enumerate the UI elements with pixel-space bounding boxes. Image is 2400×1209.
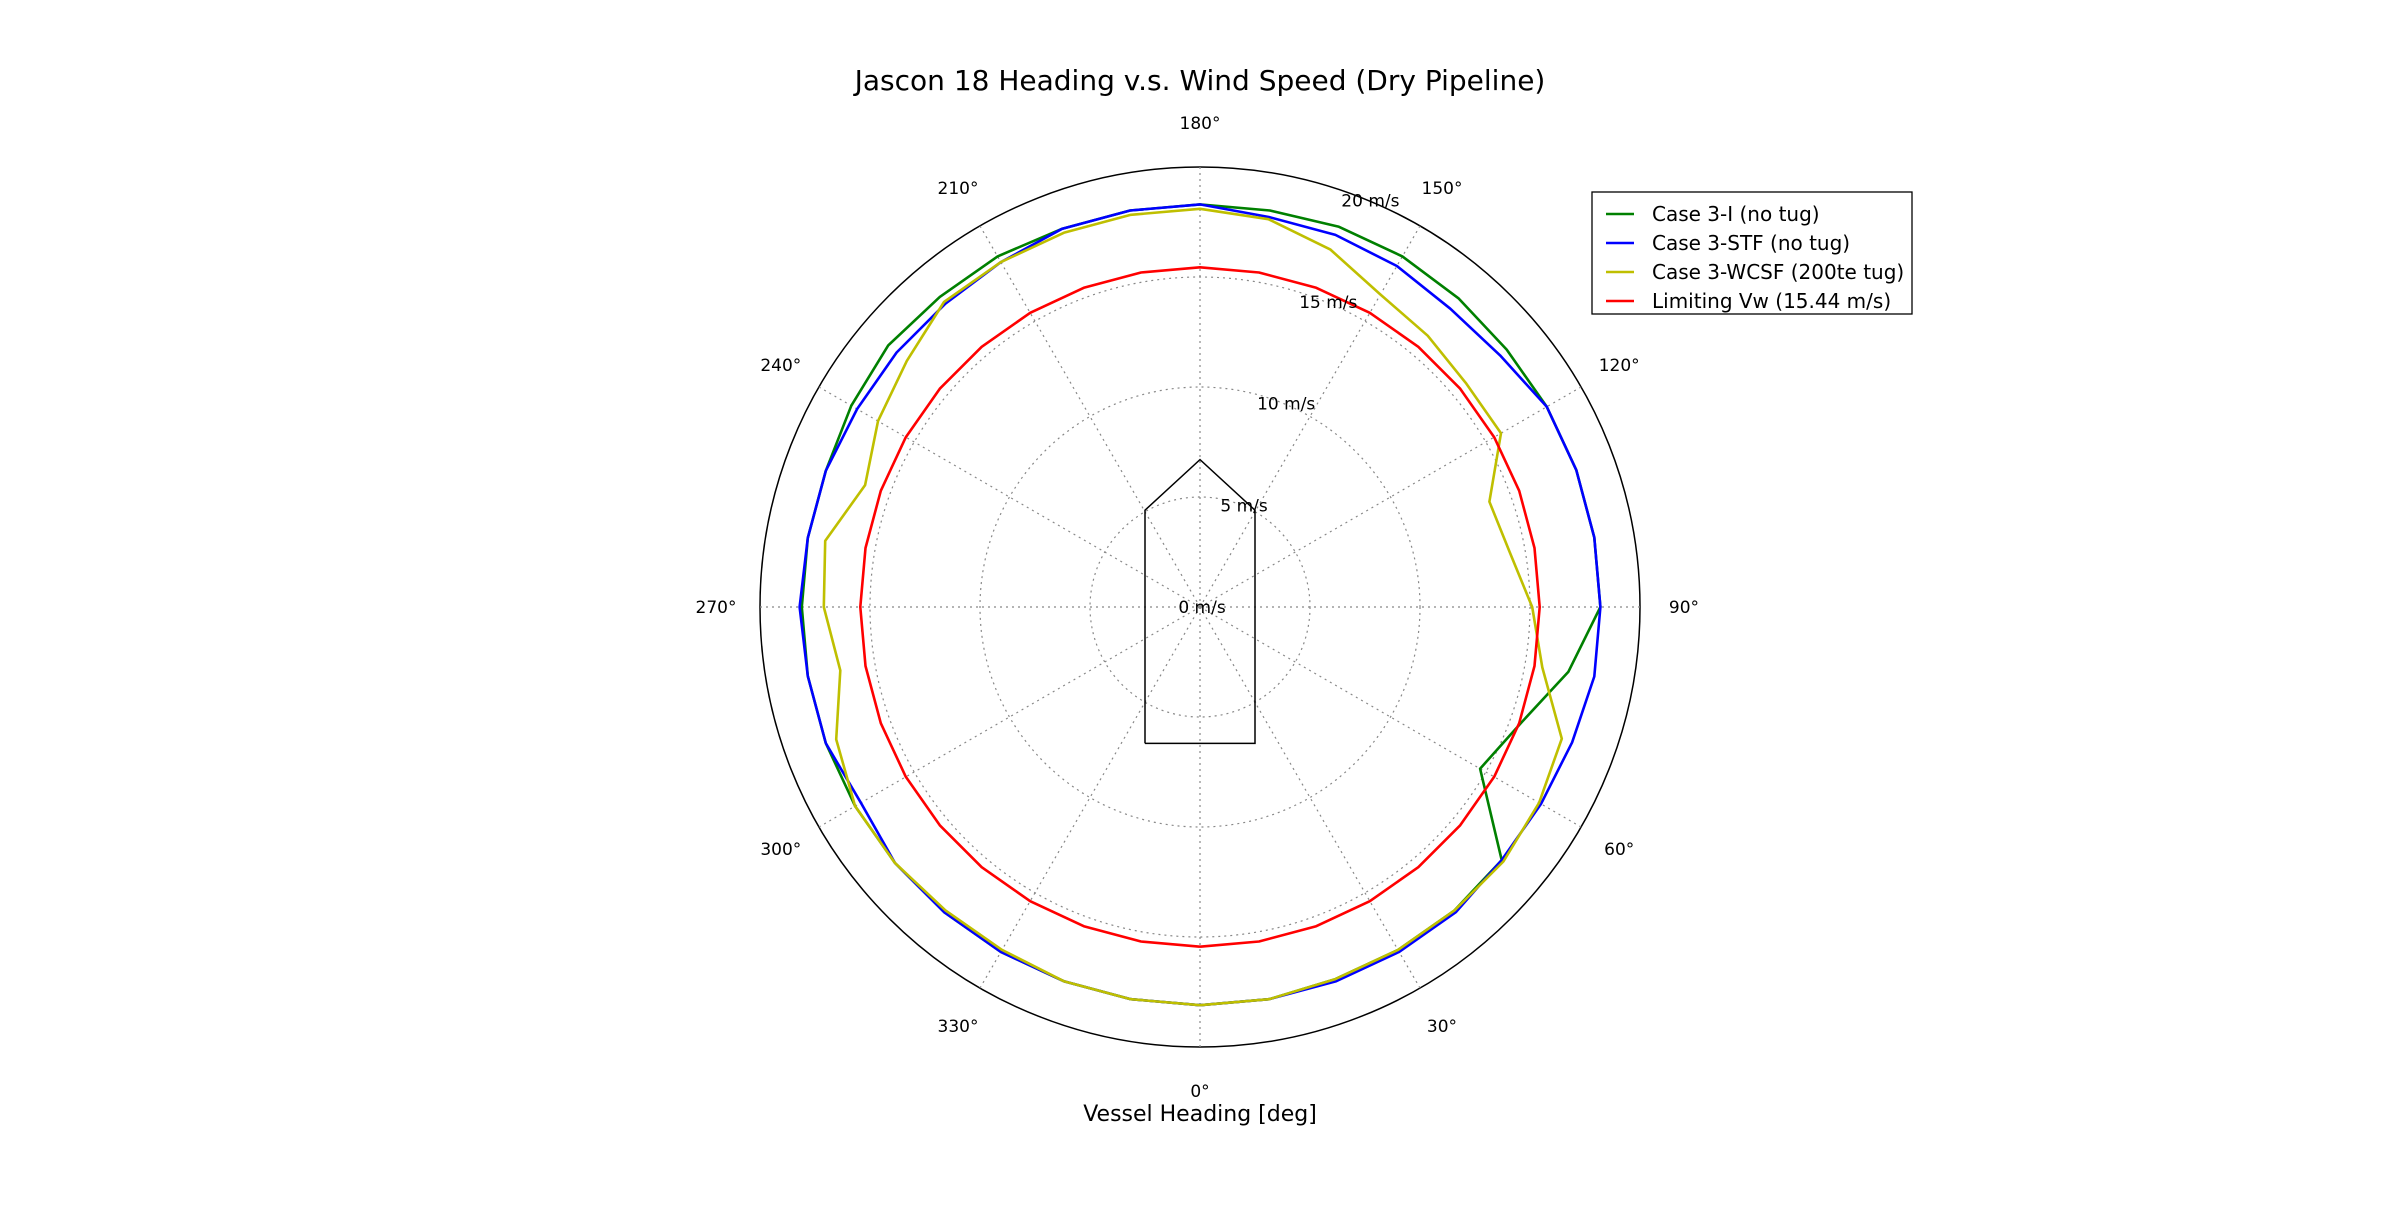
angular-gridline bbox=[1199, 386, 1582, 608]
theta-tick-label: 60° bbox=[1604, 840, 1634, 860]
theta-tick-label: 270° bbox=[696, 598, 737, 618]
radial-gridline bbox=[979, 386, 1421, 828]
vessel-layer bbox=[1144, 458, 1256, 745]
theta-tick-label: 300° bbox=[760, 840, 801, 860]
series-line-4 bbox=[858, 265, 1541, 948]
legend-box bbox=[1591, 191, 1913, 315]
angular-gridline bbox=[1199, 225, 1421, 608]
angular-gridline bbox=[818, 386, 1201, 608]
radial-tick-label: 0 m/s bbox=[1178, 598, 1226, 618]
theta-tick-label: 210° bbox=[938, 179, 979, 199]
vessel-outline bbox=[1144, 458, 1256, 745]
angular-gridline bbox=[979, 606, 1201, 989]
chart-title: Jascon 18 Heading v.s. Wind Speed (Dry P… bbox=[853, 64, 1546, 97]
angular-gridline bbox=[979, 225, 1201, 608]
theta-tick-label: 240° bbox=[760, 356, 801, 376]
theta-tick-label: 330° bbox=[938, 1017, 979, 1037]
angular-gridline bbox=[818, 606, 1201, 828]
theta-tick-label: 0° bbox=[1190, 1082, 1209, 1102]
theta-tick-label: 30° bbox=[1427, 1017, 1457, 1037]
radial-tick-label: 10 m/s bbox=[1257, 395, 1315, 415]
legend: Case 3-I (no tug) Case 3-STF (no tug) Case… bbox=[1591, 191, 1913, 315]
series-line-2 bbox=[798, 203, 1602, 1007]
theta-tick-label: 150° bbox=[1422, 179, 1463, 199]
theta-tick-label: 180° bbox=[1180, 114, 1221, 134]
angular-gridline bbox=[1199, 606, 1582, 828]
legend-label-4: Limiting Vw (15.44 m/s) bbox=[1652, 289, 1891, 313]
radial-tick-label: 5 m/s bbox=[1220, 496, 1268, 516]
series-line-3 bbox=[822, 207, 1564, 1007]
radial-tick-label: 20 m/s bbox=[1341, 192, 1399, 212]
legend-label-1: Case 3-I (no tug) bbox=[1652, 202, 1820, 226]
series-layer bbox=[798, 203, 1602, 1007]
tick-layer: 0° 30° 60° 90° 120° 150° 180° 210° 240° 270° 300° 3… bbox=[696, 114, 1700, 1102]
x-axis-label: Vessel Heading [deg] bbox=[1083, 1102, 1317, 1127]
theta-tick-label: 120° bbox=[1599, 356, 1640, 376]
grid-layer bbox=[759, 166, 1641, 1048]
angular-gridline bbox=[1199, 606, 1421, 989]
theta-tick-label: 90° bbox=[1669, 598, 1699, 618]
legend-label-3: Case 3-WCSF (200te tug) bbox=[1652, 260, 1904, 284]
legend-label-2: Case 3-STF (no tug) bbox=[1652, 231, 1850, 255]
radial-tick-label: 15 m/s bbox=[1299, 293, 1357, 313]
